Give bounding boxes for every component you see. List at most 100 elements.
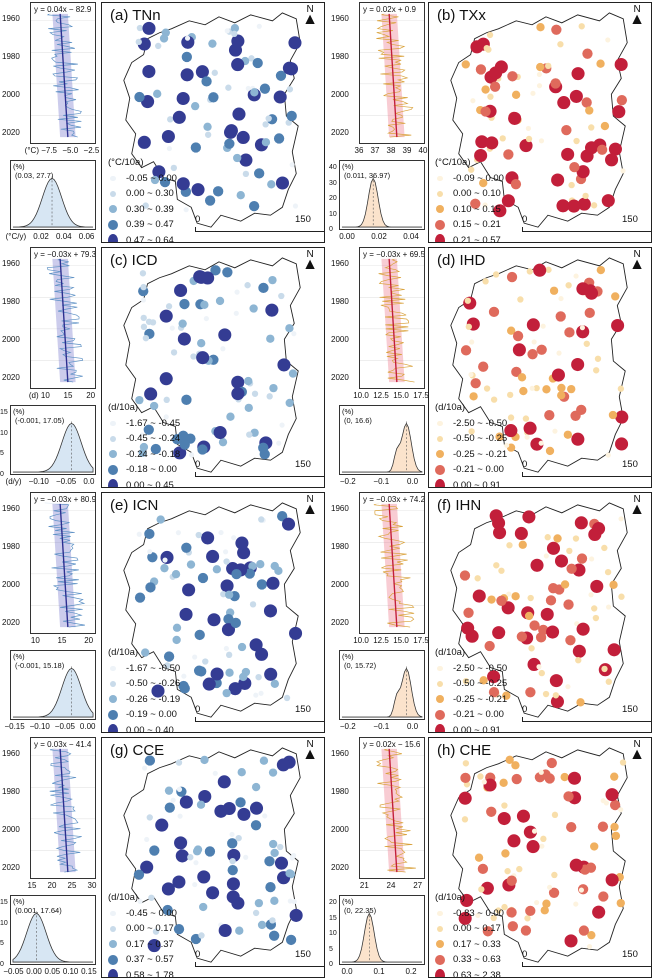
station-marker	[204, 131, 212, 138]
station-marker	[565, 684, 571, 690]
ts-xtick-label: 21	[359, 881, 369, 890]
density-ytick-label: 10	[329, 210, 337, 218]
station-marker	[563, 599, 574, 610]
station-marker	[164, 662, 171, 669]
station-marker	[507, 921, 518, 932]
station-marker	[611, 831, 621, 841]
station-marker	[557, 96, 571, 110]
station-marker	[201, 76, 212, 87]
legend: (d/10a) -1.67 ~ -0.50 -0.50 ~ -0.26 -0.26 ~…	[108, 645, 180, 732]
station-marker	[181, 35, 195, 49]
legend-item: -2.50 ~ -0.50	[435, 661, 507, 677]
station-marker	[253, 692, 259, 698]
annual-series	[378, 257, 415, 383]
map-panel-8: (h) CHE N ▲ (d/10a) -0.83 ~ 0.00 0.00 ~ 0.17 0…	[428, 737, 652, 978]
legend-label: 0.00 ~ 0.17	[126, 923, 174, 934]
station-marker	[277, 843, 284, 851]
station-marker	[605, 153, 619, 167]
station-marker	[208, 39, 217, 48]
station-marker	[578, 925, 590, 936]
station-marker	[190, 101, 200, 111]
station-marker	[592, 614, 600, 622]
legend-label: -0.50 ~ -0.25	[453, 678, 508, 689]
station-marker	[218, 328, 232, 342]
station-marker	[208, 92, 219, 103]
legend-label: -2.50 ~ -0.50	[453, 662, 508, 674]
legend-swatch-wrap	[108, 940, 126, 949]
station-marker	[563, 791, 574, 802]
station-marker	[506, 591, 512, 597]
station-marker	[469, 392, 478, 401]
north-label: N	[633, 494, 641, 505]
station-marker	[225, 84, 232, 91]
station-marker	[140, 283, 147, 291]
station-marker	[475, 64, 487, 75]
ts-xtick-label: 39	[402, 146, 412, 155]
legend-label: 0.58 ~ 1.78	[126, 969, 174, 978]
station-marker	[248, 55, 255, 62]
north-arrow-glyph: ▲	[302, 11, 318, 28]
legend-swatch	[435, 709, 445, 720]
legend-swatch-wrap	[108, 435, 126, 442]
ts-xaxis-ticks: 36 37 38 39 40	[351, 146, 431, 155]
density-xaxis-ticks: 0.0 0.1 0.2	[331, 967, 427, 976]
station-marker	[192, 847, 202, 856]
legend-swatch	[108, 723, 118, 732]
station-marker	[564, 934, 578, 948]
station-marker	[615, 437, 629, 451]
station-marker	[536, 83, 543, 89]
ts-xaxis-ticks: 15 20 25 30	[22, 881, 102, 890]
density-chart: (%) (-0.001, 15.18)	[10, 650, 96, 720]
station-marker	[493, 526, 507, 540]
station-marker	[571, 67, 585, 81]
scale-bar-line	[522, 472, 651, 477]
density-svg	[341, 666, 423, 718]
station-marker	[566, 563, 577, 574]
legend-label: -0.21 ~ 0.00	[453, 464, 504, 475]
station-marker	[138, 448, 147, 457]
annual-series	[373, 502, 415, 628]
station-marker	[199, 902, 208, 912]
density-svg	[12, 666, 94, 718]
station-marker	[147, 549, 153, 555]
station-marker	[575, 657, 582, 664]
station-marker	[524, 434, 530, 440]
year-tick-label: 1980	[2, 297, 20, 306]
station-marker	[551, 24, 562, 35]
legend: (d/10a) -2.50 ~ -0.50 -0.50 ~ -0.25 -0.25 ~…	[435, 400, 507, 487]
station-marker	[501, 194, 515, 208]
density-curve	[341, 912, 423, 963]
station-marker	[134, 91, 145, 103]
station-marker	[539, 843, 545, 849]
station-marker	[268, 275, 277, 285]
legend-swatch-wrap	[108, 680, 126, 687]
legend-swatch-wrap	[435, 709, 453, 720]
legend-item: -0.24 ~ -0.18	[108, 447, 180, 463]
station-marker	[201, 531, 215, 545]
legend-swatch-wrap	[108, 205, 126, 214]
density-xtick-label: 0.05	[44, 967, 61, 976]
station-marker	[144, 528, 155, 540]
station-marker	[556, 199, 570, 213]
density-xtick-label: −0.15	[4, 722, 25, 731]
trend-equation: y = 0.04x − 82.9	[34, 5, 92, 14]
station-marker	[159, 176, 171, 188]
density-ytick-label: 0	[0, 471, 4, 478]
legend-swatch	[435, 219, 445, 230]
station-marker	[237, 807, 251, 821]
station-marker	[245, 85, 251, 92]
legend-swatch-wrap	[108, 478, 126, 487]
legend-item: 0.63 ~ 2.38	[435, 968, 504, 977]
station-marker	[512, 343, 526, 357]
density-curve	[341, 177, 423, 228]
station-marker	[610, 772, 619, 781]
station-marker	[490, 396, 498, 403]
station-marker	[249, 638, 263, 652]
station-marker	[212, 565, 222, 574]
station-marker	[248, 200, 260, 212]
station-marker	[285, 869, 294, 878]
station-marker	[601, 194, 615, 208]
ts-xaxis-ticks: (°C) −7.5 −5.0 −2.5	[22, 146, 102, 155]
legend-item: -0.19 ~ 0.00	[108, 707, 180, 723]
density-svg	[12, 421, 94, 473]
